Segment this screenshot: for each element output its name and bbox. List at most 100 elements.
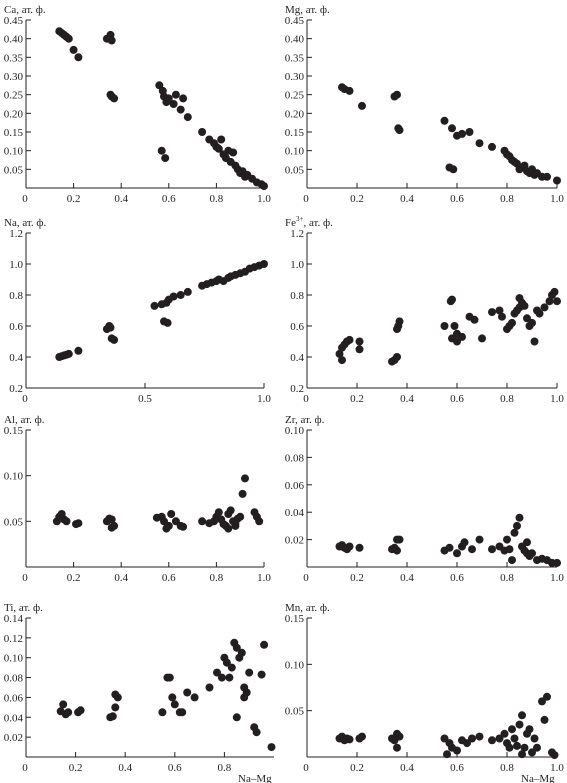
panel-mn: 0.05 0.10 0.15 0.2 0.4 0.6 0.8 1.0 0 Mn, ат. ф. Na… bbox=[285, 602, 565, 783]
x-origin-label: 0 bbox=[303, 193, 309, 205]
data-point bbox=[345, 542, 354, 551]
data-point bbox=[240, 693, 249, 702]
data-point bbox=[111, 690, 120, 699]
y-axis-label: Fe3+, ат. ф. bbox=[285, 215, 333, 229]
y-tick-label: 0.02 bbox=[285, 535, 304, 547]
data-point bbox=[358, 732, 366, 741]
data-point bbox=[64, 349, 73, 358]
data-point bbox=[468, 734, 476, 743]
data-point bbox=[440, 116, 449, 125]
y-tick-label: 1.0 bbox=[290, 259, 304, 271]
data-point bbox=[513, 521, 521, 530]
x-tick-label: 0.4 bbox=[114, 572, 128, 584]
data-point bbox=[500, 729, 509, 738]
y-tick-label: 0.04 bbox=[4, 712, 24, 724]
data-point bbox=[553, 176, 561, 185]
x-tick-label: 0.4 bbox=[114, 193, 128, 205]
data-point bbox=[168, 693, 177, 702]
data-point bbox=[475, 535, 484, 544]
y-tick-label: 0.12 bbox=[4, 633, 23, 645]
data-point bbox=[508, 725, 516, 734]
data-point bbox=[533, 743, 541, 752]
data-point bbox=[198, 517, 207, 526]
y-tick-label: 0.05 bbox=[285, 164, 305, 176]
data-point bbox=[458, 332, 466, 341]
y-tick-label: 0.06 bbox=[4, 692, 24, 704]
data-point bbox=[545, 297, 554, 306]
data-point bbox=[165, 673, 174, 682]
data-point bbox=[503, 535, 511, 544]
data-point bbox=[453, 746, 461, 755]
data-point bbox=[488, 545, 496, 554]
y-tick-label: 0.04 bbox=[285, 507, 305, 519]
data-point bbox=[64, 708, 73, 717]
y-axis-label: Zr, ат. ф. bbox=[285, 414, 325, 426]
data-point bbox=[74, 519, 83, 528]
data-point bbox=[150, 301, 159, 310]
x-tick-label: 1.0 bbox=[257, 393, 271, 405]
data-point bbox=[198, 128, 207, 136]
data-point bbox=[393, 353, 401, 361]
y-tick-label: 1.2 bbox=[9, 228, 23, 240]
x-tick-label: 0.6 bbox=[450, 572, 464, 584]
data-point bbox=[449, 165, 458, 174]
data-point bbox=[222, 658, 231, 667]
y-tick-label: 0.2 bbox=[290, 383, 304, 395]
data-point bbox=[257, 670, 266, 679]
y-tick-label: 0.40 bbox=[285, 34, 305, 46]
data-point bbox=[393, 546, 401, 555]
data-point bbox=[518, 711, 526, 720]
data-point bbox=[395, 732, 404, 741]
data-point bbox=[525, 725, 534, 734]
x-tick-label: 0.6 bbox=[168, 762, 182, 774]
y-tick-label: 0.05 bbox=[4, 164, 24, 176]
x-tick-label: 0.6 bbox=[450, 762, 464, 774]
y-axis-label: Ti, ат. ф. bbox=[4, 602, 43, 614]
y-tick-label: 0.10 bbox=[285, 425, 305, 437]
y-tick-label: 0.10 bbox=[285, 659, 305, 671]
data-point bbox=[229, 148, 238, 157]
y-axis-label: Al, ат. ф. bbox=[4, 414, 45, 426]
y-tick-label: 0.15 bbox=[4, 425, 24, 437]
data-point bbox=[550, 751, 559, 760]
x-tick-label: 1.0 bbox=[550, 762, 564, 774]
y-tick-label: 0.20 bbox=[4, 108, 24, 120]
data-point bbox=[450, 322, 459, 330]
data-point bbox=[217, 135, 226, 144]
x-axis-label: Na–Mg bbox=[238, 773, 272, 783]
x-origin-label: 0 bbox=[303, 393, 309, 405]
data-point bbox=[540, 715, 549, 724]
y-axis-label: Mg, ат. ф. bbox=[285, 4, 330, 16]
data-point bbox=[488, 308, 496, 317]
panel-na: 0.2 0.4 0.6 0.8 1.0 1.2 0.5 1.0 0 Na, ат. ф. bbox=[4, 217, 271, 405]
data-point bbox=[543, 172, 551, 181]
x-tick-label: 1.0 bbox=[550, 393, 564, 405]
data-point bbox=[225, 673, 234, 682]
data-point bbox=[355, 337, 364, 346]
data-point bbox=[345, 335, 354, 344]
data-point bbox=[110, 335, 119, 344]
data-point bbox=[470, 315, 479, 324]
data-point bbox=[518, 750, 526, 759]
data-point bbox=[260, 640, 269, 649]
x-tick-label: 0.8 bbox=[500, 193, 514, 205]
y-tick-label: 0.30 bbox=[285, 71, 305, 83]
y-tick-label: 0.2 bbox=[9, 383, 23, 395]
data-point bbox=[508, 556, 516, 565]
x-tick-label: 0.2 bbox=[69, 762, 83, 774]
data-point bbox=[267, 743, 276, 752]
y-tick-label: 0.6 bbox=[290, 321, 304, 333]
data-point bbox=[217, 673, 226, 682]
x-tick-label: 0.4 bbox=[400, 572, 414, 584]
data-point bbox=[478, 334, 486, 343]
x-axis-label: Na–Mg bbox=[521, 773, 555, 783]
data-point bbox=[520, 301, 529, 310]
y-tick-label: 0.35 bbox=[285, 52, 305, 64]
x-origin-label: 0 bbox=[22, 572, 28, 584]
data-point bbox=[475, 139, 484, 148]
x-tick-label: 0.6 bbox=[162, 193, 176, 205]
data-point bbox=[535, 309, 544, 318]
data-point bbox=[508, 318, 516, 327]
data-point bbox=[69, 45, 78, 54]
data-point bbox=[169, 292, 178, 301]
